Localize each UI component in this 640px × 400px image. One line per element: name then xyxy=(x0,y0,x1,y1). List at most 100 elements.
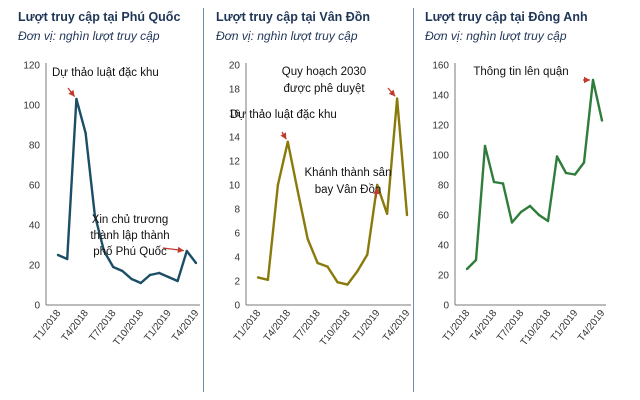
x-tick-label: T7/2018 xyxy=(292,308,324,344)
chart-panel-dong-anh: Lượt truy cập tại Đông Anh Đơn vị: nghìn… xyxy=(425,0,629,400)
y-tick-label: 18 xyxy=(229,85,241,96)
y-tick-label: 100 xyxy=(432,151,449,162)
annotation-text: Xin chủ trương thành lập thành phố Phú Quố… xyxy=(90,214,169,258)
y-tick-label: 100 xyxy=(23,101,40,112)
annotation-line: Thông tin lên quận xyxy=(473,66,568,78)
x-tick-label: T1/2019 xyxy=(351,308,383,344)
annotation-line: Dự thảo luật đặc khu xyxy=(230,109,337,121)
annotation-line: phố Phú Quốc xyxy=(93,246,167,258)
data-point xyxy=(316,261,319,265)
y-tick-label: 12 xyxy=(229,157,241,168)
data-point xyxy=(306,237,309,241)
y-tick-label: 4 xyxy=(234,253,240,264)
data-point xyxy=(148,273,152,277)
chart-title: Lượt truy cập tại Phú Quốc xyxy=(18,10,181,24)
data-point xyxy=(582,161,586,164)
data-point xyxy=(167,275,170,279)
data-point xyxy=(356,270,359,273)
annotation-line: bay Vân Đồn xyxy=(315,184,382,196)
data-point xyxy=(555,155,559,158)
data-point xyxy=(528,204,532,208)
data-point xyxy=(326,265,329,268)
annotation-line: được phê duyệt xyxy=(283,83,365,95)
x-tick-label: T4/2018 xyxy=(468,308,500,344)
chart-subtitle: Đơn vị: nghìn lượt truy cập xyxy=(18,29,160,43)
data-point xyxy=(510,221,514,224)
annotation-text: Dự thảo luật đặc khu xyxy=(230,109,337,121)
line-chart-dong-anh: 020406080100120140160T1/2018T4/2018T7/20… xyxy=(432,61,608,349)
data-point xyxy=(346,283,349,286)
y-tick-label: 80 xyxy=(438,181,450,192)
data-point xyxy=(121,269,124,273)
data-point xyxy=(573,173,577,176)
x-tick-label: T1/2018 xyxy=(232,308,264,344)
chart-subtitle: Đơn vị: nghìn lượt truy cập xyxy=(425,29,567,43)
x-tick-label: T4/2019 xyxy=(170,308,202,344)
annotation-text: Quy hoạch 2030 được phê duyệt xyxy=(282,66,366,95)
annotation-text: Khánh thành sân bay Vân Đồn xyxy=(305,167,392,196)
chart-title: Lượt truy cập tại Đông Anh xyxy=(425,10,588,24)
line-chart-van-don: 02468101214161820T1/2018T4/2018T7/2018T1… xyxy=(229,61,413,349)
y-tick-label: 6 xyxy=(234,229,240,240)
annotation-line: Khánh thành sân xyxy=(305,167,392,179)
y-tick-label: 140 xyxy=(432,91,449,102)
data-point xyxy=(537,213,541,217)
data-point xyxy=(158,271,161,275)
x-tick-label: T4/2018 xyxy=(262,308,294,344)
y-tick-label: 60 xyxy=(29,181,41,192)
data-point xyxy=(366,253,369,256)
data-point xyxy=(474,258,478,262)
y-tick-label: 120 xyxy=(23,61,40,72)
data-point xyxy=(492,180,496,184)
annotation-arrowhead xyxy=(584,76,590,84)
data-point xyxy=(102,249,106,253)
y-tick-label: 160 xyxy=(432,61,449,72)
y-tick-label: 40 xyxy=(29,221,41,232)
x-tick-label: T1/2018 xyxy=(441,308,473,344)
annotation-line: thành lập thành xyxy=(90,230,169,242)
data-point xyxy=(501,182,505,185)
data-point xyxy=(84,131,87,135)
data-point xyxy=(336,281,339,284)
x-tick-label: T1/2019 xyxy=(142,308,174,344)
y-tick-label: 14 xyxy=(229,133,241,144)
data-point xyxy=(276,183,280,187)
x-tick-label: T1/2018 xyxy=(32,308,64,344)
y-tick-label: 20 xyxy=(29,261,41,272)
data-point xyxy=(93,213,97,217)
y-tick-label: 0 xyxy=(34,301,40,312)
data-point xyxy=(194,261,198,265)
chart-panel-van-don: Lượt truy cập tại Vân Đồn Đơn vị: nghìn … xyxy=(216,0,420,400)
x-tick-label: T4/2019 xyxy=(381,308,413,344)
data-point xyxy=(266,278,270,281)
x-tick-label: T1/2019 xyxy=(549,308,581,344)
data-point xyxy=(600,119,604,122)
data-point xyxy=(483,144,487,148)
data-point xyxy=(66,257,69,261)
data-point xyxy=(75,97,78,101)
y-tick-label: 8 xyxy=(234,205,240,216)
data-point xyxy=(405,213,409,217)
y-tick-label: 20 xyxy=(229,61,241,72)
data-point xyxy=(130,277,133,281)
annotation-line: Quy hoạch 2030 xyxy=(282,66,366,78)
y-tick-label: 120 xyxy=(432,121,449,132)
data-point xyxy=(185,249,188,253)
data-point xyxy=(395,97,399,100)
y-tick-label: 2 xyxy=(234,277,240,288)
x-tick-label: T4/2018 xyxy=(60,308,92,344)
y-tick-label: 60 xyxy=(438,211,450,222)
data-point xyxy=(256,276,260,279)
data-point xyxy=(56,253,60,257)
x-tick-label: T4/2019 xyxy=(576,308,608,344)
data-point xyxy=(112,265,115,269)
data-point xyxy=(465,267,469,271)
data-point xyxy=(286,140,289,143)
y-tick-label: 40 xyxy=(438,241,450,252)
data-point xyxy=(591,78,595,82)
annotation-text: Dự thảo luật đặc khu xyxy=(52,67,159,79)
annotation-arrowhead xyxy=(388,89,396,97)
y-tick-label: 0 xyxy=(443,301,449,312)
data-point xyxy=(564,171,568,175)
